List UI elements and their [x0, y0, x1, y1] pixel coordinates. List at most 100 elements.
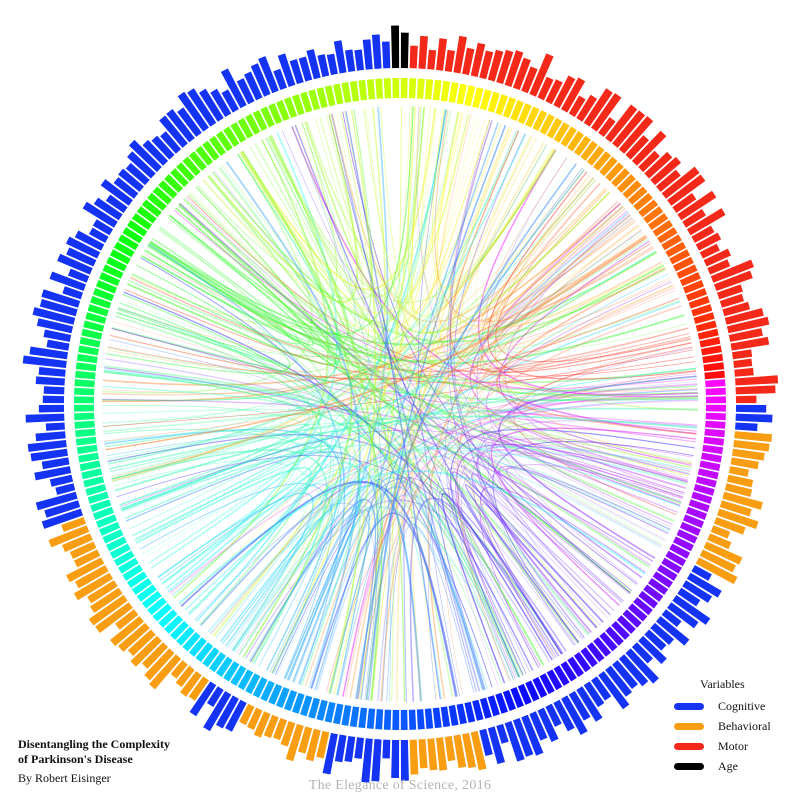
chord-ribbon	[207, 176, 684, 497]
hue-ring-segment	[75, 370, 96, 380]
chord-ribbon	[178, 470, 646, 605]
category-bar-cognitive	[55, 483, 76, 495]
category-bar-motor	[730, 336, 770, 351]
chord-ribbon	[357, 342, 692, 700]
chord-ribbon	[255, 112, 363, 290]
chord-ribbon	[101, 405, 332, 652]
category-bar-cognitive	[735, 413, 773, 423]
chord-ribbon	[236, 453, 689, 654]
chord-ribbon	[305, 120, 698, 411]
chord-ribbon	[102, 277, 671, 395]
category-bar-behavioral	[73, 572, 114, 601]
hue-ring-segment	[358, 79, 368, 101]
category-bar-cognitive	[127, 151, 156, 179]
hue-ring-segment	[223, 661, 240, 682]
hue-ring-segment	[479, 697, 492, 719]
hue-ring-segment	[573, 135, 591, 156]
hue-ring-segment	[416, 709, 425, 730]
hue-ring-segment	[593, 151, 612, 171]
hue-ring-segment	[136, 584, 157, 602]
title-line-2: of Parkinson's Disease	[18, 752, 133, 766]
category-bar-behavioral	[149, 654, 182, 690]
hue-ring-segment	[106, 256, 127, 272]
chord-ribbon	[435, 114, 633, 333]
category-bar-cognitive	[82, 201, 118, 228]
category-bar-cognitive	[326, 53, 338, 76]
hue-ring-segment	[195, 642, 214, 663]
chord-ribbon	[105, 358, 630, 595]
chord-ribbon	[119, 376, 697, 506]
chord-ribbon	[498, 240, 692, 466]
category-bar-cognitive	[74, 230, 105, 251]
hue-ring-segment	[657, 227, 678, 244]
hue-ring-segment	[525, 106, 540, 128]
hue-ring-segment	[539, 113, 555, 135]
chord-ribbon	[480, 200, 691, 371]
chord-ribbon	[102, 385, 310, 506]
chord-ribbon	[418, 109, 486, 690]
hue-ring-segment	[209, 652, 227, 673]
category-bar-behavioral	[74, 565, 109, 589]
chord-ribbon	[140, 257, 493, 688]
category-bar-cognitive	[277, 53, 296, 87]
hue-ring-segment	[230, 122, 247, 143]
chord-ribbon	[102, 234, 647, 386]
hue-ring-segment	[383, 78, 392, 99]
chord-ribbon	[105, 238, 649, 448]
chord-ribbon	[197, 110, 452, 300]
chord-ribbon	[449, 439, 692, 686]
category-bar-cognitive	[631, 642, 653, 664]
chord-ribbon	[453, 133, 611, 616]
category-bar-motor	[409, 45, 418, 69]
category-bar-cognitive	[354, 49, 364, 71]
hue-ring-segment	[703, 362, 725, 372]
hue-ring-segment	[705, 404, 726, 412]
hue-ring-segment	[691, 491, 713, 504]
category-bar-cognitive	[638, 635, 667, 665]
category-bar-behavioral	[733, 440, 770, 452]
chord-ribbon	[403, 477, 477, 702]
category-bar-cognitive	[45, 422, 65, 431]
hue-ring-segment	[586, 642, 605, 663]
category-bar-cognitive	[41, 508, 83, 529]
hue-ring-segment	[375, 709, 384, 730]
hue-ring-segment	[622, 180, 642, 199]
hue-ring-segment	[324, 701, 336, 723]
category-bar-age	[400, 32, 409, 69]
category-bar-cognitive	[93, 197, 123, 221]
hue-ring-segment	[599, 156, 618, 177]
category-bar-motor	[722, 301, 751, 317]
chord-ribbon	[141, 214, 314, 346]
chord-ribbon	[207, 175, 544, 666]
chord-ribbon	[202, 179, 688, 353]
chord-ribbon	[106, 264, 291, 375]
chord-ribbon	[149, 240, 657, 346]
category-bar-behavioral	[734, 431, 773, 443]
category-bar-behavioral	[707, 533, 732, 550]
category-bar-motor	[703, 248, 732, 267]
hue-ring-segment	[333, 703, 344, 725]
chord-ribbon	[106, 433, 344, 673]
hue-ring-segment	[685, 287, 708, 302]
category-bar-behavioral	[710, 525, 731, 539]
hue-ring-segment	[683, 280, 705, 294]
legend-swatch-cognitive	[674, 702, 704, 710]
chord-ribbon	[316, 494, 524, 691]
hue-ring-segment	[673, 536, 694, 552]
chord-ribbon	[434, 109, 655, 323]
category-bar-cognitive	[333, 40, 347, 74]
chord-ribbon	[109, 407, 698, 470]
hue-ring-segment	[701, 452, 722, 463]
hue-ring-segment	[333, 83, 344, 105]
category-bar-motor	[656, 169, 681, 192]
category-bar-cognitive	[38, 367, 66, 377]
chord-ribbon	[124, 444, 351, 663]
hue-ring-segment	[308, 89, 321, 111]
category-bar-motor	[735, 385, 776, 395]
category-bar-motor	[453, 35, 467, 74]
chord-ribbon	[161, 466, 442, 700]
hue-ring-segment	[702, 444, 724, 455]
chord-ribbon	[504, 212, 685, 494]
category-bar-motor	[496, 49, 514, 85]
hue-ring-segment	[90, 499, 112, 513]
